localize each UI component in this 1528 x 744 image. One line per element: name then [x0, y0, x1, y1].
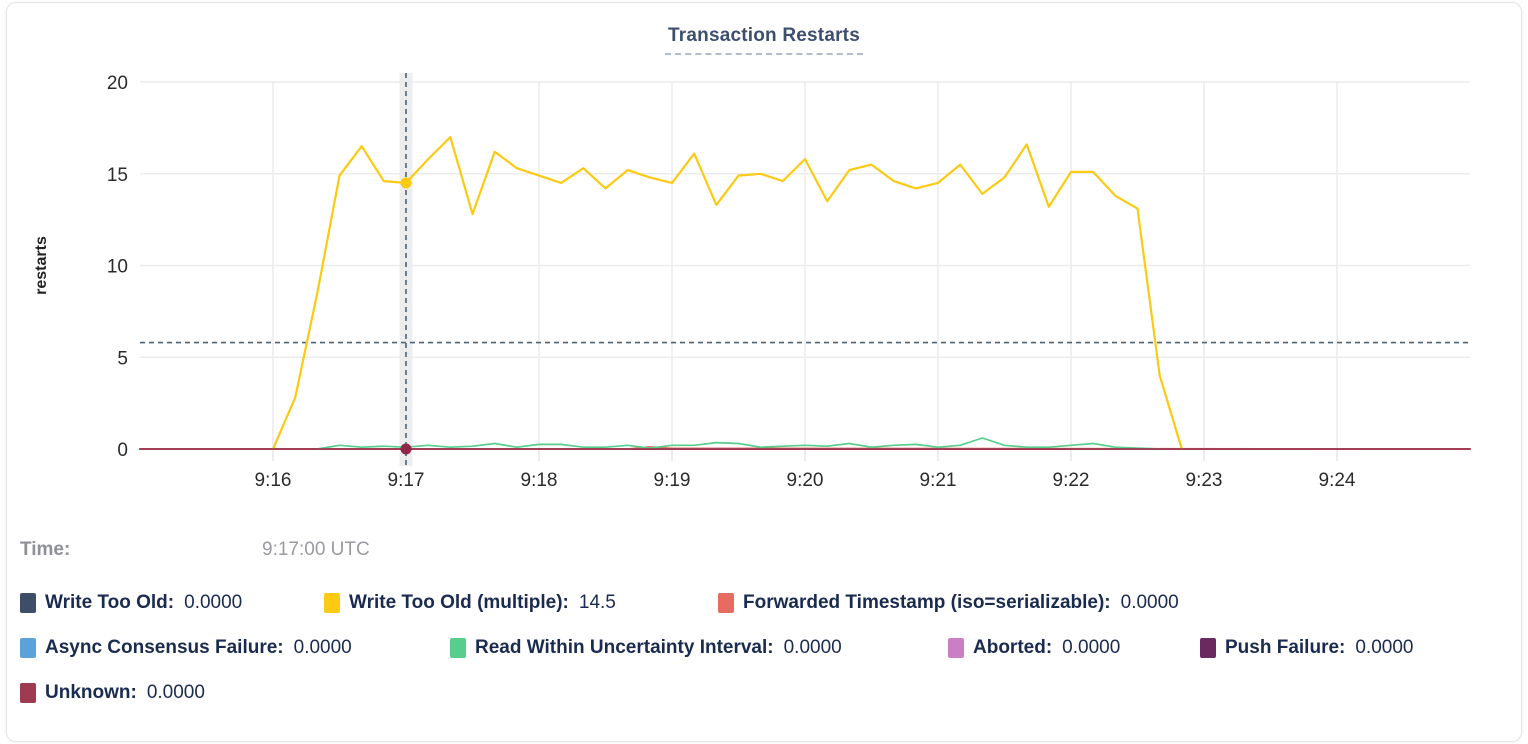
legend-item-async-consensus-failure[interactable]: Async Consensus Failure: 0.0000 — [20, 636, 352, 660]
svg-text:9:20: 9:20 — [787, 470, 824, 491]
legend-item-write-too-old-multiple[interactable]: Write Too Old (multiple): 14.5 — [324, 591, 616, 615]
legend-value: 0.0000 — [184, 592, 243, 613]
svg-text:9:18: 9:18 — [521, 470, 558, 491]
legend-value: 14.5 — [578, 592, 616, 613]
svg-text:10: 10 — [107, 257, 128, 278]
legend-label: Forwarded Timestamp (iso=serializable): — [743, 592, 1111, 613]
aborted-swatch-icon — [948, 638, 964, 658]
legend-item-unknown[interactable]: Unknown: 0.0000 — [20, 681, 205, 705]
legend-value: 0.0000 — [1355, 637, 1414, 658]
legend-item-push-failure[interactable]: Push Failure: 0.0000 — [1200, 636, 1413, 660]
svg-text:9:21: 9:21 — [920, 470, 957, 491]
svg-text:9:23: 9:23 — [1186, 470, 1223, 491]
svg-text:20: 20 — [107, 73, 128, 94]
forwarded-timestamp-swatch-icon — [718, 593, 734, 613]
legend-item-read-within-uncertainty[interactable]: Read Within Uncertainty Interval: 0.0000 — [450, 636, 842, 660]
legend-label: Unknown: — [45, 682, 137, 703]
legend-label: Push Failure: — [1225, 637, 1346, 658]
svg-text:5: 5 — [117, 348, 128, 369]
svg-text:9:16: 9:16 — [255, 470, 292, 491]
legend-value: 0.0000 — [1120, 592, 1179, 613]
legend-label: Aborted: — [973, 637, 1053, 658]
svg-text:restarts: restarts — [33, 236, 50, 295]
chart-header: Transaction Restarts — [0, 25, 1528, 55]
legend-label: Write Too Old (multiple): — [349, 592, 569, 613]
svg-text:9:17: 9:17 — [388, 470, 425, 491]
svg-text:9:19: 9:19 — [654, 470, 691, 491]
legend-item-aborted[interactable]: Aborted: 0.0000 — [948, 636, 1120, 660]
hover-time-label: Time: — [20, 539, 71, 560]
chart-title: Transaction Restarts — [665, 25, 863, 55]
svg-text:0: 0 — [117, 440, 128, 461]
legend-item-write-too-old[interactable]: Write Too Old: 0.0000 — [20, 591, 242, 615]
legend-label: Read Within Uncertainty Interval: — [475, 637, 774, 658]
svg-text:9:22: 9:22 — [1053, 470, 1090, 491]
legend-label: Write Too Old: — [45, 592, 175, 613]
unknown-swatch-icon — [20, 683, 36, 703]
hover-time-value: 9:17:00 UTC — [262, 539, 370, 560]
async-consensus-failure-swatch-icon — [20, 638, 36, 658]
svg-text:9:24: 9:24 — [1319, 470, 1356, 491]
legend-value: 0.0000 — [1062, 637, 1121, 658]
push-failure-swatch-icon — [1200, 638, 1216, 658]
legend-label: Async Consensus Failure: — [45, 637, 284, 658]
write-too-old-multiple-swatch-icon — [324, 593, 340, 613]
legend-value: 0.0000 — [146, 682, 205, 703]
legend-item-forwarded-timestamp[interactable]: Forwarded Timestamp (iso=serializable): … — [718, 591, 1179, 615]
legend-value: 0.0000 — [293, 637, 352, 658]
svg-text:15: 15 — [107, 165, 128, 186]
write-too-old-swatch-icon — [20, 593, 36, 613]
legend-value: 0.0000 — [783, 637, 842, 658]
transaction-restarts-chart[interactable]: 0 5 10 15 20 9:16 9:17 9:18 9:19 9:20 9:21 9:22 9:23… — [0, 55, 1528, 525]
read-within-uncertainty-swatch-icon — [450, 638, 466, 658]
